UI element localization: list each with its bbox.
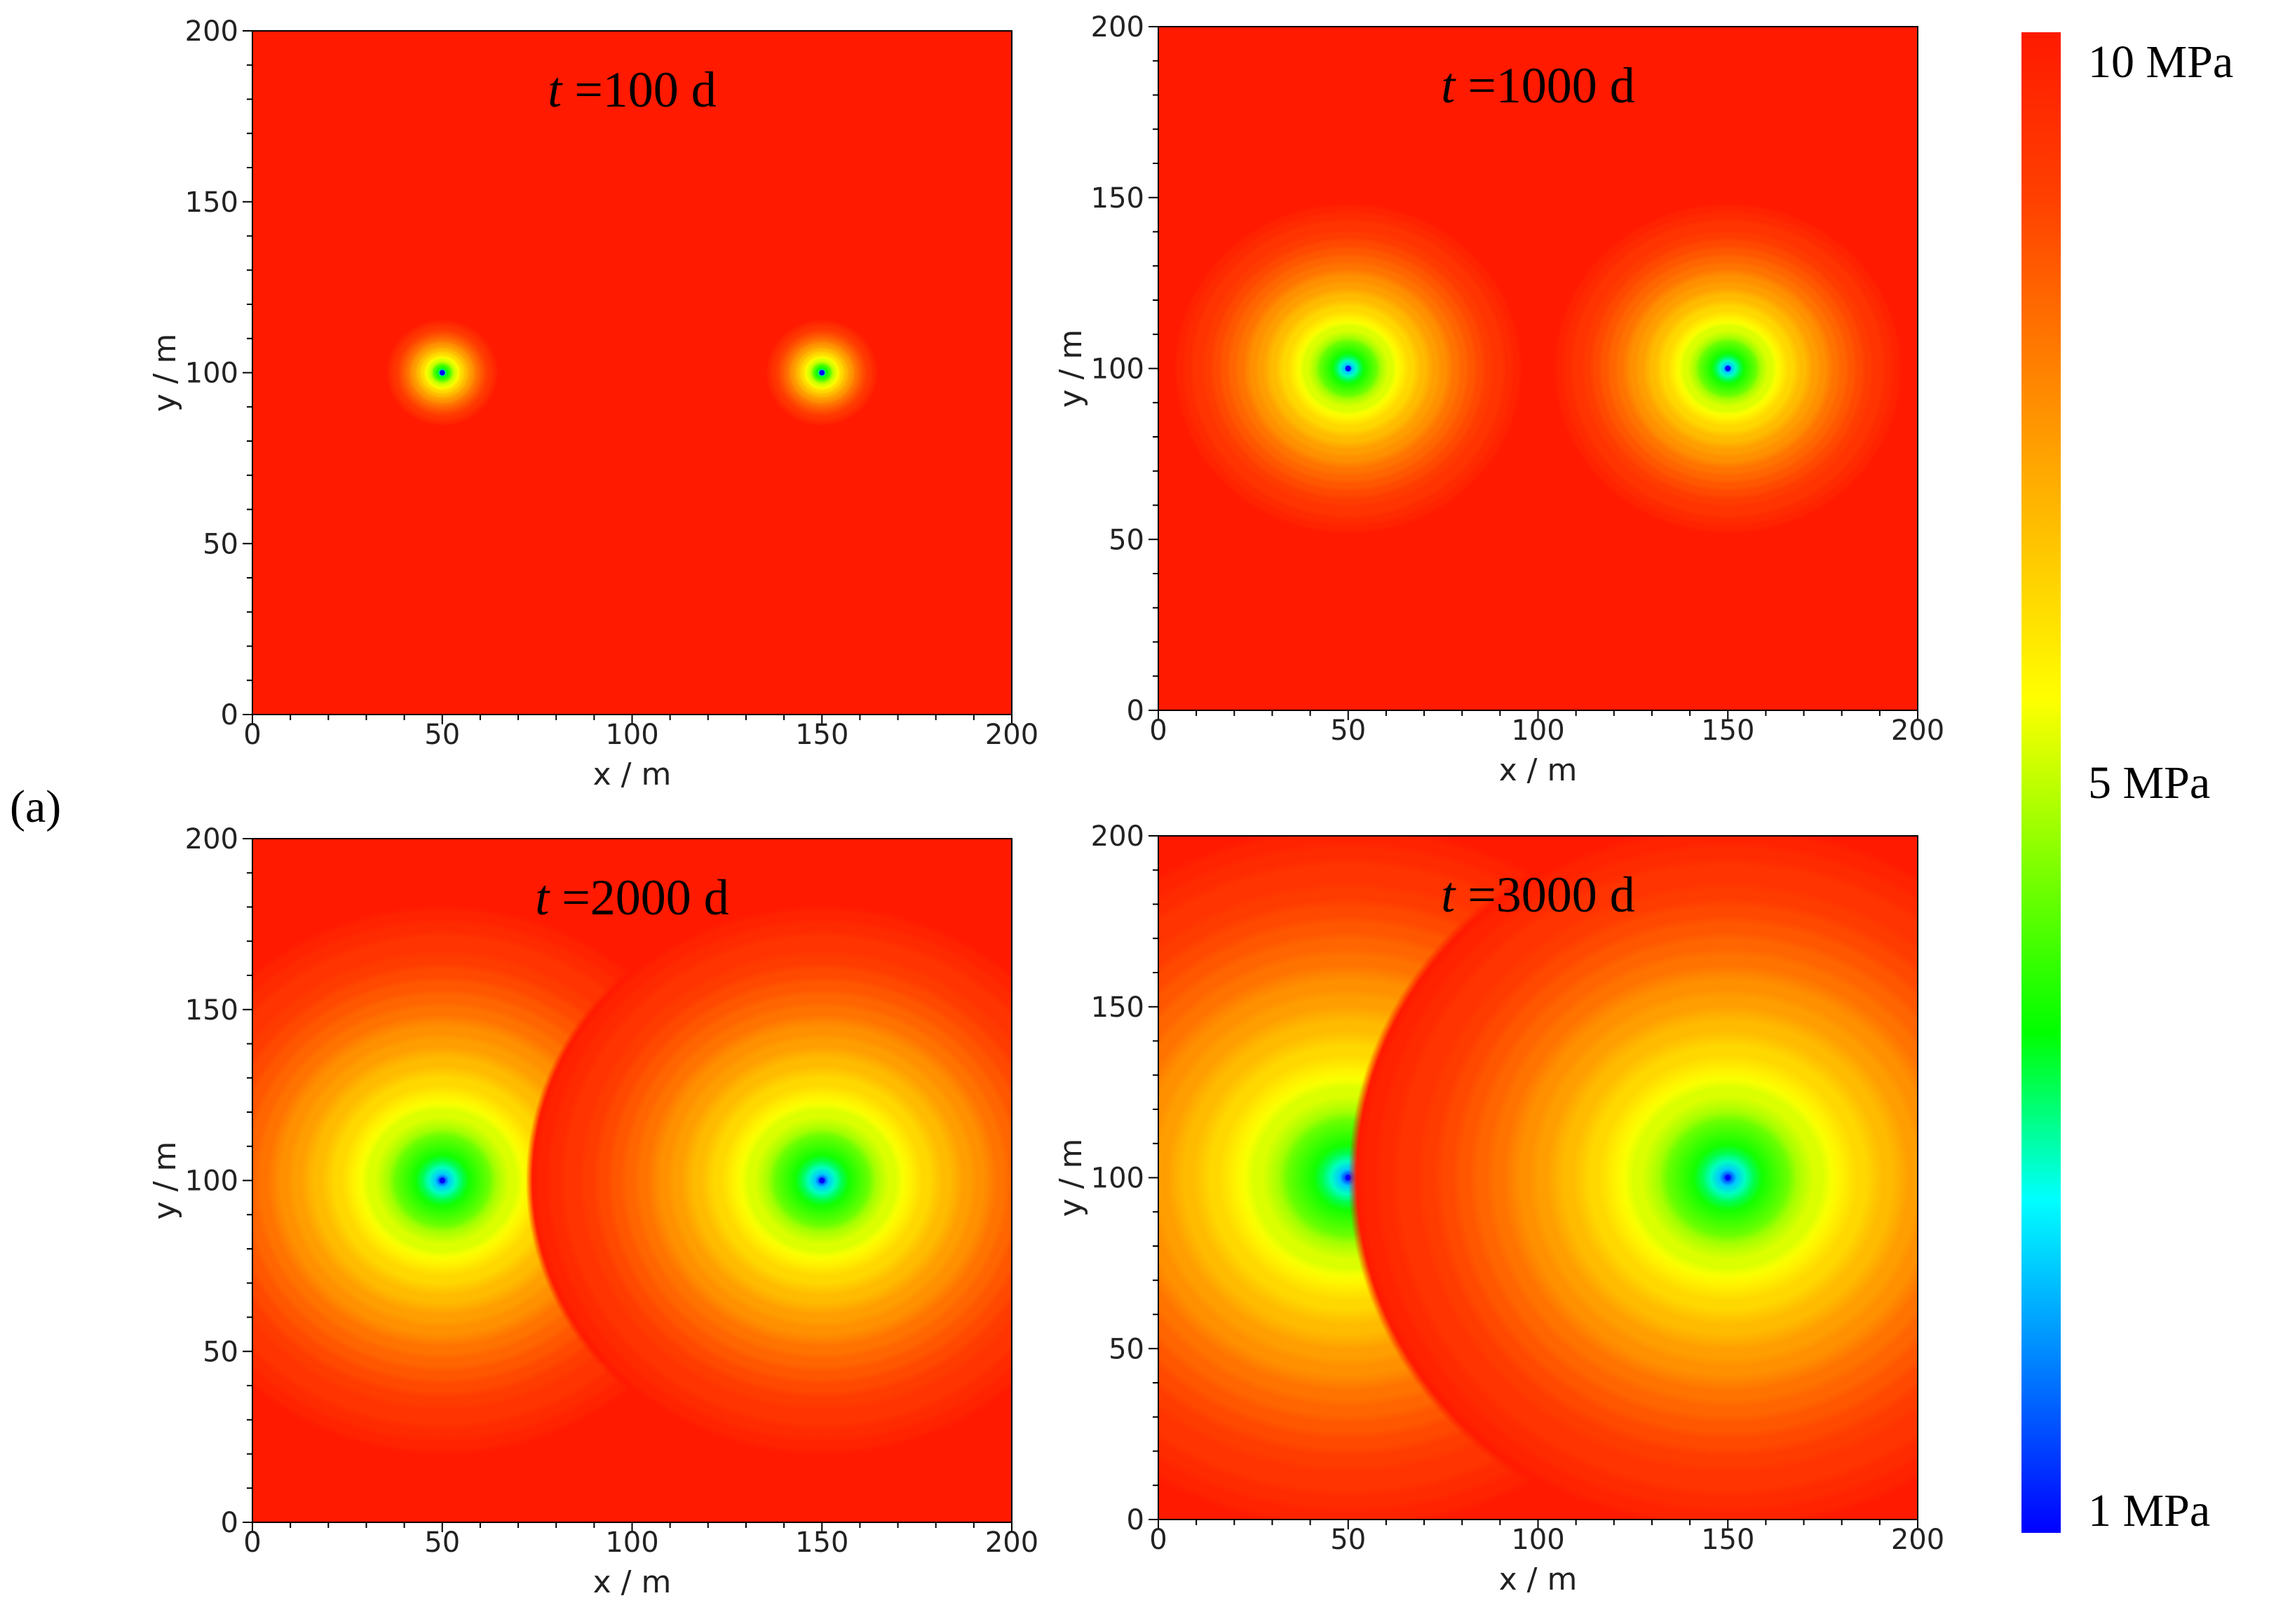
- panel-4: 0 50 100 150 200 0 50 100 150 200 x / m y / m t =300…: [1053, 820, 1944, 1597]
- colorbar-min-label: 1 MPa: [2088, 1485, 2210, 1536]
- x-tick-label: 150: [1701, 1524, 1754, 1556]
- x-tick-label: 100: [605, 1527, 658, 1559]
- panel-title: t =3000 d: [1441, 867, 1635, 923]
- panel-title: t =1000 d: [1441, 57, 1635, 114]
- y-tick-label: 100: [185, 358, 238, 390]
- colorbar-gradient-bar: [2021, 32, 2061, 1533]
- x-tick-label: 50: [424, 1527, 460, 1559]
- plot-area: [1158, 27, 1918, 710]
- x-tick-label: 100: [1511, 1524, 1564, 1556]
- ticks: [243, 30, 1012, 724]
- y-tick-label: 150: [185, 187, 238, 219]
- drawdown-cone-2: [1348, 836, 1918, 1520]
- panel-title-variable: t: [548, 62, 563, 118]
- panel-1: 0 50 100 150 200 0 50 100 150 200 x / m y / m t =100…: [147, 15, 1038, 792]
- plot-area: [252, 839, 1012, 1522]
- y-tick-label: 200: [1091, 11, 1144, 43]
- well-marker-2: [1725, 1175, 1731, 1181]
- x-tick-label: 150: [795, 719, 848, 751]
- x-tick-label: 50: [1330, 1524, 1366, 1556]
- x-axis-label: x / m: [1499, 1562, 1578, 1597]
- y-tick-label: 50: [203, 1336, 238, 1368]
- y-tick-label: 50: [1109, 1333, 1144, 1365]
- x-tick-label: 100: [1511, 715, 1564, 747]
- well-marker-2: [819, 370, 825, 376]
- panel-title: t =100 d: [548, 62, 717, 118]
- panel-title-value: =1000 d: [1455, 57, 1635, 114]
- y-tick-label: 0: [1127, 695, 1144, 727]
- panel-title-variable: t: [535, 869, 550, 926]
- x-tick-label: 50: [1330, 715, 1366, 747]
- ticks: [1149, 835, 1918, 1529]
- y-tick-label: 150: [185, 994, 238, 1027]
- ticks: [243, 838, 1012, 1532]
- pressure-background: [252, 31, 1012, 715]
- x-tick-label: 0: [243, 1527, 261, 1559]
- y-tick-label: 0: [221, 699, 238, 731]
- y-tick-label: 0: [221, 1507, 238, 1539]
- y-tick-label: 100: [185, 1165, 238, 1198]
- x-tick-label: 200: [1891, 1524, 1944, 1556]
- y-axis-label: y / m: [1053, 1139, 1089, 1217]
- panel-2: 0 50 100 150 200 0 50 100 150 200 x / m y / m t =100…: [1053, 11, 1944, 788]
- x-axis-label: x / m: [593, 1564, 672, 1600]
- well-marker-1: [1345, 365, 1351, 372]
- plot-area: [1158, 836, 1918, 1520]
- y-tick-label: 50: [1109, 524, 1144, 556]
- panel-title-value: =3000 d: [1455, 867, 1635, 923]
- panel-title-value: =100 d: [562, 62, 717, 118]
- y-axis-label: y / m: [147, 1142, 183, 1220]
- y-tick-label: 100: [1091, 353, 1144, 386]
- ticks: [1149, 26, 1918, 720]
- x-tick-label: 150: [795, 1527, 848, 1559]
- x-axis-label: x / m: [593, 757, 672, 792]
- x-tick-label: 200: [985, 1527, 1038, 1559]
- well-marker-2: [819, 1177, 825, 1184]
- y-tick-label: 200: [185, 823, 238, 855]
- panel-title-variable: t: [1441, 57, 1456, 114]
- y-tick-label: 0: [1127, 1504, 1144, 1536]
- y-tick-label: 100: [1091, 1163, 1144, 1195]
- x-tick-label: 200: [985, 719, 1038, 751]
- y-tick-label: 50: [203, 528, 238, 560]
- well-marker-1: [439, 370, 445, 376]
- x-tick-label: 0: [243, 719, 261, 751]
- x-axis-label: x / m: [1499, 752, 1578, 788]
- panel-title-variable: t: [1441, 867, 1456, 923]
- y-axis-label: y / m: [147, 334, 183, 412]
- well-marker-1: [439, 1177, 445, 1184]
- y-tick-label: 150: [1091, 182, 1144, 215]
- y-tick-label: 200: [1091, 820, 1144, 853]
- figure-label: (a): [10, 781, 61, 832]
- x-tick-label: 50: [424, 719, 460, 751]
- y-tick-label: 200: [185, 15, 238, 48]
- colorbar: 10 MPa 5 MPa 1 MPa: [2021, 32, 2233, 1536]
- colorbar-mid-label: 5 MPa: [2088, 757, 2210, 808]
- y-tick-label: 150: [1091, 992, 1144, 1024]
- x-tick-label: 100: [605, 719, 658, 751]
- x-tick-label: 150: [1701, 715, 1754, 747]
- x-tick-label: 200: [1891, 715, 1944, 747]
- panel-title-value: =2000 d: [549, 869, 729, 926]
- panel-title: t =2000 d: [535, 869, 729, 926]
- panel-3: 0 50 100 150 200 0 50 100 150 200 x / m y / m t =200…: [147, 823, 1038, 1600]
- x-tick-label: 0: [1149, 715, 1167, 747]
- well-marker-2: [1725, 365, 1731, 372]
- plot-area: [252, 31, 1012, 715]
- colorbar-max-label: 10 MPa: [2088, 36, 2233, 88]
- panels-group: 0 50 100 150 200 0 50 100 150 200 x / m y / m t =100…: [147, 11, 1944, 1600]
- y-axis-label: y / m: [1053, 330, 1089, 408]
- x-tick-label: 0: [1149, 1524, 1167, 1556]
- drawdown-cone-2: [526, 899, 1012, 1462]
